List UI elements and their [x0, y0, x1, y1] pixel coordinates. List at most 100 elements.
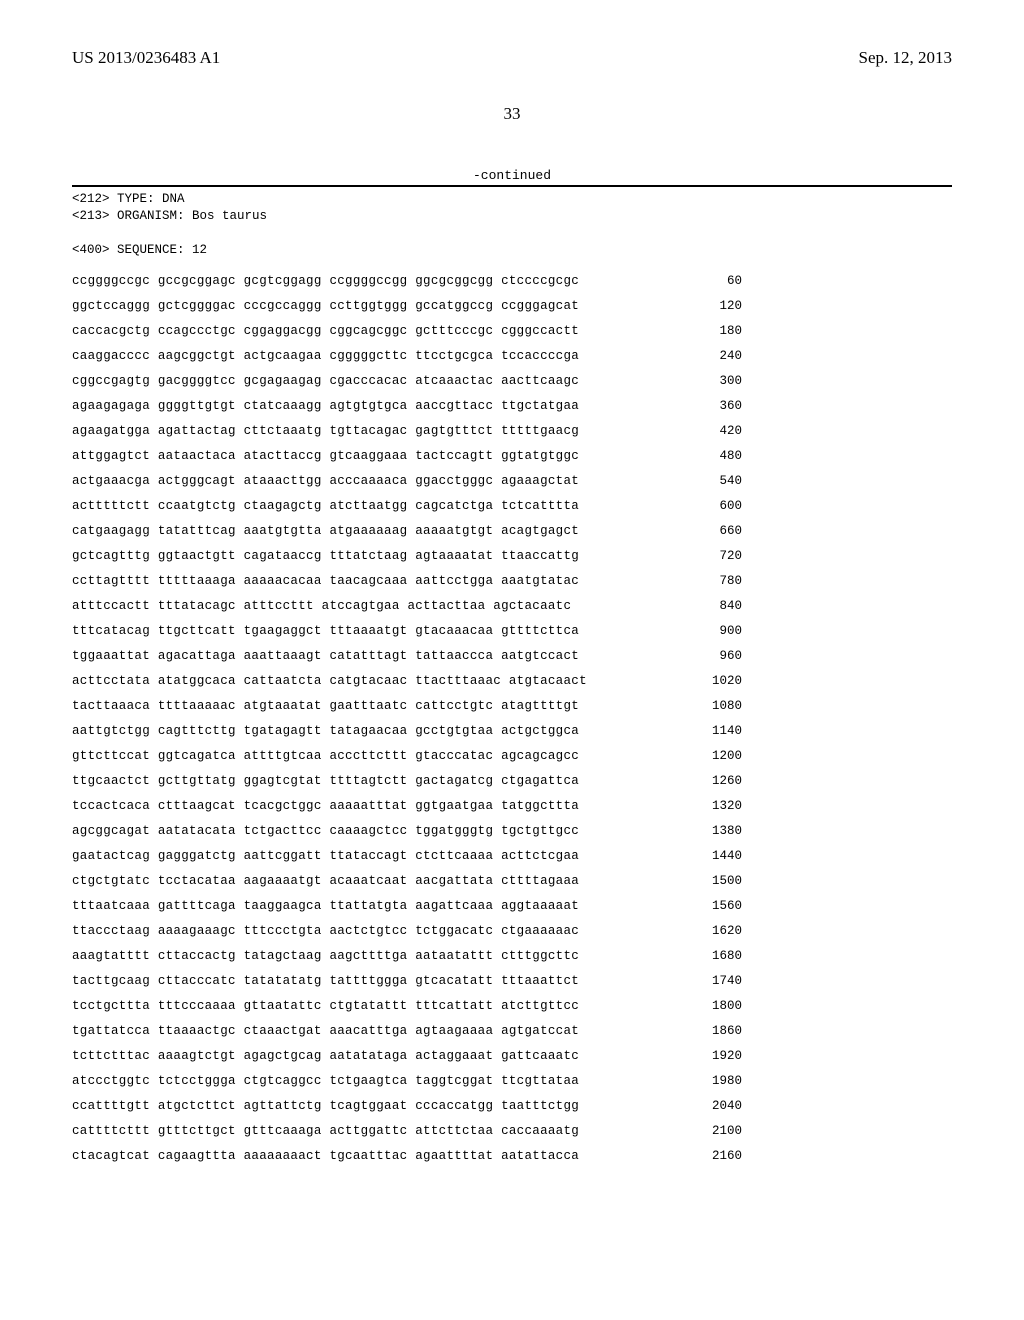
sequence-bases: tacttaaaca ttttaaaaac atgtaaatat gaattta… — [72, 694, 579, 719]
sequence-row: cggccgagtg gacggggtcc gcgagaagag cgaccca… — [72, 369, 742, 394]
sequence-position: 2040 — [688, 1094, 742, 1119]
sequence-bases: caccacgctg ccagccctgc cggaggacgg cggcagc… — [72, 319, 579, 344]
sequence-bases: agaagatgga agattactag cttctaaatg tgttaca… — [72, 419, 579, 444]
sequence-row: ttgcaactct gcttgttatg ggagtcgtat ttttagt… — [72, 769, 742, 794]
sequence-row: ctgctgtatc tcctacataa aagaaaatgt acaaatc… — [72, 869, 742, 894]
sequence-position: 840 — [688, 594, 742, 619]
sequence-row: catgaagagg tatatttcag aaatgtgtta atgaaaa… — [72, 519, 742, 544]
sequence-bases: tgattatcca ttaaaactgc ctaaactgat aaacatt… — [72, 1019, 579, 1044]
sequence-position: 120 — [688, 294, 742, 319]
sequence-row: tttcatacag ttgcttcatt tgaagaggct tttaaaa… — [72, 619, 742, 644]
sequence-row: ccttagtttt tttttaaaga aaaaacacaa taacagc… — [72, 569, 742, 594]
sequence-position: 1860 — [688, 1019, 742, 1044]
sequence-bases: cattttcttt gtttcttgct gtttcaaaga acttgga… — [72, 1119, 579, 1144]
sequence-position: 2160 — [688, 1144, 742, 1169]
sequence-bases: ccttagtttt tttttaaaga aaaaacacaa taacagc… — [72, 569, 579, 594]
sequence-position: 1200 — [688, 744, 742, 769]
sequence-bases: gaatactcag gagggatctg aattcggatt ttatacc… — [72, 844, 579, 869]
sequence-row: caaggacccc aagcggctgt actgcaagaa cgggggc… — [72, 344, 742, 369]
sequence-position: 480 — [688, 444, 742, 469]
sequence-row: caccacgctg ccagccctgc cggaggacgg cggcagc… — [72, 319, 742, 344]
sequence-bases: agaagagaga ggggttgtgt ctatcaaagg agtgtgt… — [72, 394, 579, 419]
page-number: 33 — [72, 104, 952, 124]
sequence-position: 720 — [688, 544, 742, 569]
sequence-position: 1140 — [688, 719, 742, 744]
sequence-position: 540 — [688, 469, 742, 494]
sequence-row: gaatactcag gagggatctg aattcggatt ttatacc… — [72, 844, 742, 869]
sequence-row: gttcttccat ggtcagatca attttgtcaa acccttc… — [72, 744, 742, 769]
sequence-position: 360 — [688, 394, 742, 419]
sequence-bases: ttaccctaag aaaagaaagc tttccctgta aactctg… — [72, 919, 579, 944]
sequence-bases: tcctgcttta tttcccaaaa gttaatattc ctgtata… — [72, 994, 579, 1019]
sequence-position: 420 — [688, 419, 742, 444]
continued-label: -continued — [72, 168, 952, 183]
sequence-row: ctacagtcat cagaagttta aaaaaaaact tgcaatt… — [72, 1144, 742, 1169]
sequence-bases: tcttctttac aaaagtctgt agagctgcag aatatat… — [72, 1044, 579, 1069]
sequence-bases: caaggacccc aagcggctgt actgcaagaa cgggggc… — [72, 344, 579, 369]
sequence-position: 1800 — [688, 994, 742, 1019]
sequence-position: 60 — [688, 269, 742, 294]
sequence-row: tccactcaca ctttaagcat tcacgctggc aaaaatt… — [72, 794, 742, 819]
sequence-bases: ccattttgtt atgctcttct agttattctg tcagtgg… — [72, 1094, 579, 1119]
page-header: US 2013/0236483 A1 Sep. 12, 2013 — [72, 48, 952, 68]
sequence-bases: atttccactt tttatacagc atttccttt atccagtg… — [72, 594, 571, 619]
sequence-row: acttcctata atatggcaca cattaatcta catgtac… — [72, 669, 742, 694]
sequence-position: 900 — [688, 619, 742, 644]
sequence-bases: acttcctata atatggcaca cattaatcta catgtac… — [72, 669, 587, 694]
sequence-bases: tttcatacag ttgcttcatt tgaagaggct tttaaaa… — [72, 619, 579, 644]
sequence-position: 780 — [688, 569, 742, 594]
sequence-bases: attggagtct aataactaca atacttaccg gtcaagg… — [72, 444, 579, 469]
sequence-row: agaagatgga agattactag cttctaaatg tgttaca… — [72, 419, 742, 444]
sequence-position: 1440 — [688, 844, 742, 869]
sequence-row: tttaatcaaa gattttcaga taaggaagca ttattat… — [72, 894, 742, 919]
sequence-bases: tggaaattat agacattaga aaattaaagt catattt… — [72, 644, 579, 669]
sequence-row: cattttcttt gtttcttgct gtttcaaaga acttgga… — [72, 1119, 742, 1144]
sequence-row: tacttaaaca ttttaaaaac atgtaaatat gaattta… — [72, 694, 742, 719]
sequence-row: actttttctt ccaatgtctg ctaagagctg atcttaa… — [72, 494, 742, 519]
sequence-bases: actttttctt ccaatgtctg ctaagagctg atcttaa… — [72, 494, 579, 519]
sequence-position: 240 — [688, 344, 742, 369]
sequence-bases: tacttgcaag cttacccatc tatatatatg tattttg… — [72, 969, 579, 994]
sequence-row: actgaaacga actgggcagt ataaacttgg acccaaa… — [72, 469, 742, 494]
sequence-bases: cggccgagtg gacggggtcc gcgagaagag cgaccca… — [72, 369, 579, 394]
sequence-listing: ccggggccgc gccgcggagc gcgtcggagg ccggggc… — [72, 269, 952, 1169]
sequence-position: 600 — [688, 494, 742, 519]
sequence-row: aaagtatttt cttaccactg tatagctaag aagcttt… — [72, 944, 742, 969]
sequence-bases: gctcagtttg ggtaactgtt cagataaccg tttatct… — [72, 544, 579, 569]
sequence-position: 960 — [688, 644, 742, 669]
sequence-bases: ggctccaggg gctcggggac cccgccaggg ccttggt… — [72, 294, 579, 319]
sequence-position: 180 — [688, 319, 742, 344]
sequence-row: atccctggtc tctcctggga ctgtcaggcc tctgaag… — [72, 1069, 742, 1094]
sequence-row: tgattatcca ttaaaactgc ctaaactgat aaacatt… — [72, 1019, 742, 1044]
sequence-row: atttccactt tttatacagc atttccttt atccagtg… — [72, 594, 742, 619]
sequence-position: 300 — [688, 369, 742, 394]
sequence-row: agcggcagat aatatacata tctgacttcc caaaagc… — [72, 819, 742, 844]
sequence-position: 1740 — [688, 969, 742, 994]
sequence-bases: catgaagagg tatatttcag aaatgtgtta atgaaaa… — [72, 519, 579, 544]
sequence-row: ccattttgtt atgctcttct agttattctg tcagtgg… — [72, 1094, 742, 1119]
sequence-row: tggaaattat agacattaga aaattaaagt catattt… — [72, 644, 742, 669]
sequence-position: 1380 — [688, 819, 742, 844]
sequence-bases: actgaaacga actgggcagt ataaacttgg acccaaa… — [72, 469, 579, 494]
sequence-bases: gttcttccat ggtcagatca attttgtcaa acccttc… — [72, 744, 579, 769]
sequence-position: 1500 — [688, 869, 742, 894]
sequence-bases: ccggggccgc gccgcggagc gcgtcggagg ccggggc… — [72, 269, 579, 294]
publication-number: US 2013/0236483 A1 — [72, 48, 220, 68]
sequence-bases: tttaatcaaa gattttcaga taaggaagca ttattat… — [72, 894, 579, 919]
sequence-row: ccggggccgc gccgcggagc gcgtcggagg ccggggc… — [72, 269, 742, 294]
sequence-position: 1320 — [688, 794, 742, 819]
sequence-bases: ttgcaactct gcttgttatg ggagtcgtat ttttagt… — [72, 769, 579, 794]
sequence-position: 1260 — [688, 769, 742, 794]
sequence-row: ttaccctaag aaaagaaagc tttccctgta aactctg… — [72, 919, 742, 944]
sequence-position: 1920 — [688, 1044, 742, 1069]
sequence-bases: agcggcagat aatatacata tctgacttcc caaaagc… — [72, 819, 579, 844]
sequence-row: ggctccaggg gctcggggac cccgccaggg ccttggt… — [72, 294, 742, 319]
publication-date: Sep. 12, 2013 — [859, 48, 953, 68]
sequence-bases: aaagtatttt cttaccactg tatagctaag aagcttt… — [72, 944, 579, 969]
sequence-position: 1560 — [688, 894, 742, 919]
sequence-bases: ctgctgtatc tcctacataa aagaaaatgt acaaatc… — [72, 869, 579, 894]
sequence-row: tacttgcaag cttacccatc tatatatatg tattttg… — [72, 969, 742, 994]
sequence-bases: atccctggtc tctcctggga ctgtcaggcc tctgaag… — [72, 1069, 579, 1094]
sequence-position: 1020 — [688, 669, 742, 694]
sequence-position: 660 — [688, 519, 742, 544]
